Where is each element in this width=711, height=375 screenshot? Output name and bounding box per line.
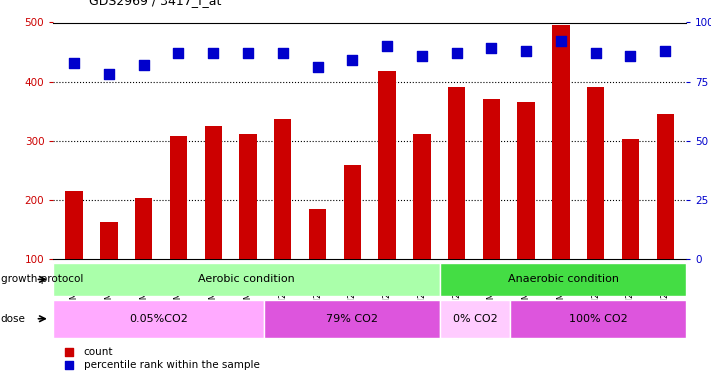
Bar [205, 126, 222, 318]
Bar [170, 136, 187, 318]
Point [451, 50, 462, 56]
Point [520, 48, 532, 54]
Text: dose: dose [1, 314, 26, 324]
Bar [240, 134, 257, 318]
Text: 100% CO2: 100% CO2 [569, 314, 628, 324]
Point [590, 50, 602, 56]
Text: Aerobic condition: Aerobic condition [198, 274, 295, 284]
Bar [587, 87, 604, 318]
Bar [440, 262, 686, 296]
Point [277, 50, 289, 56]
Bar [448, 87, 465, 318]
Bar [656, 114, 674, 318]
Legend: count, percentile rank within the sample: count, percentile rank within the sample [58, 346, 260, 370]
Text: GDS2969 / 3417_f_at: GDS2969 / 3417_f_at [89, 0, 221, 8]
Point [312, 64, 324, 70]
Point [555, 38, 567, 44]
Text: Anaerobic condition: Anaerobic condition [508, 274, 619, 284]
Point [625, 53, 636, 58]
Point [381, 43, 392, 49]
Bar [378, 71, 396, 318]
Point [68, 60, 80, 66]
Bar [309, 209, 326, 318]
Bar [274, 119, 292, 318]
Text: 79% CO2: 79% CO2 [326, 314, 378, 324]
Point [138, 62, 149, 68]
Point [416, 53, 427, 58]
Point [208, 50, 219, 56]
Bar [510, 300, 686, 338]
Bar [440, 300, 510, 338]
Bar [65, 191, 83, 318]
Point [486, 45, 497, 51]
Bar [622, 140, 639, 318]
Bar [552, 26, 570, 318]
Point [242, 50, 254, 56]
Text: growth protocol: growth protocol [1, 274, 83, 284]
Point [173, 50, 184, 56]
Bar [518, 102, 535, 318]
Bar [343, 165, 361, 318]
Text: 0% CO2: 0% CO2 [453, 314, 498, 324]
Bar [53, 300, 264, 338]
Text: 0.05%CO2: 0.05%CO2 [129, 314, 188, 324]
Bar [413, 134, 431, 318]
Bar [264, 300, 440, 338]
Bar [483, 99, 500, 318]
Bar [135, 198, 152, 318]
Point [103, 72, 114, 78]
Point [347, 57, 358, 63]
Bar [53, 262, 440, 296]
Bar [100, 222, 117, 318]
Point [660, 48, 671, 54]
